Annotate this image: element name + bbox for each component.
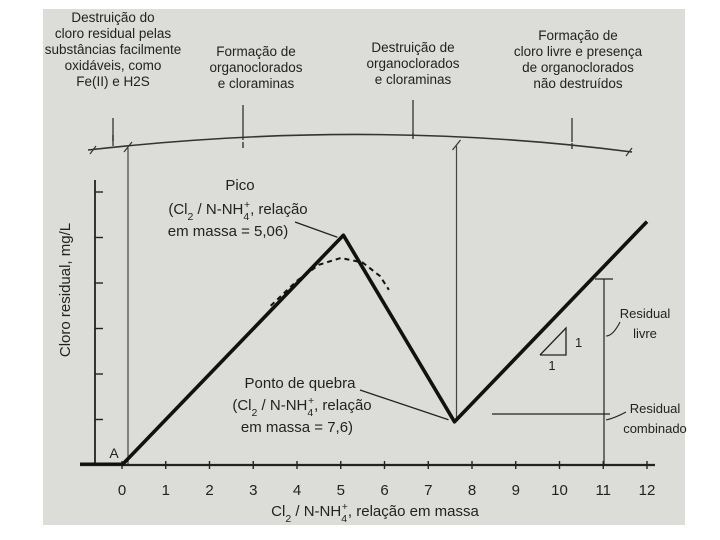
break-annotation-line: Ponto de quebra	[245, 375, 357, 392]
arc-tick	[625, 147, 633, 157]
x-tick-label: 8	[468, 482, 476, 499]
x-axis-title-part: 2	[285, 513, 291, 525]
residual-combined-leader	[605, 411, 627, 421]
x-tick-label: 12	[639, 482, 656, 499]
y-axis-title: Cloro residual, mg/L	[57, 223, 74, 357]
arc-tick	[89, 145, 97, 155]
break-annotation-line-part: +	[308, 395, 314, 407]
zone-label-line: não destruídos	[533, 76, 623, 91]
zone-label-line: e cloraminas	[375, 72, 452, 87]
zone-arc	[87, 133, 633, 153]
residual-free-label: livre	[633, 326, 657, 341]
zone-label-line: de organoclorados	[522, 60, 634, 75]
break-annotation-line-part: / N-NH	[257, 397, 307, 414]
x-tick-label: 10	[551, 482, 568, 499]
arc-tick	[452, 139, 461, 151]
slope-rise-label: 1	[575, 335, 582, 350]
peak-annotation-line-part: / N-NH	[193, 201, 243, 218]
peak-annotation-line-part: +	[244, 199, 250, 211]
x-tick-label: 7	[424, 482, 432, 499]
x-axis-title-part: Cl	[271, 503, 285, 520]
series-line-solid	[120, 220, 649, 467]
peak-annotation-line-part: 4	[243, 211, 249, 223]
peak-annotation-line-part: (Cl	[168, 201, 187, 218]
zone-label-line: substâncias facilmente	[45, 42, 182, 57]
zone-label-line: organoclorados	[209, 60, 302, 75]
break-annotation-line-part: , relação	[314, 397, 372, 414]
zone-label-line: e cloraminas	[218, 76, 295, 91]
x-axis-title-part: / N-NH	[291, 503, 341, 520]
residual-combined-label: Residual	[630, 401, 681, 416]
x-tick-label: 2	[205, 482, 213, 499]
x-tick-label: 3	[249, 482, 257, 499]
residual-free-label: Residual	[620, 306, 671, 321]
zone-label-line: Fe(II) e H2S	[76, 74, 150, 89]
break-annotation-line: (Cl2 / N-NH4+, relação	[232, 395, 371, 419]
x-tick-label: 4	[293, 482, 301, 499]
slope-run-label: 1	[548, 358, 555, 373]
zone-label-line: oxidáveis, como	[65, 58, 162, 73]
x-axis-title-part: +	[342, 501, 348, 513]
zone-label-line: cloro livre e presença	[514, 44, 643, 59]
x-axis-title: Cl2 / N-NH4+, relação em massa	[271, 501, 479, 525]
residual-combined-label: combinado	[623, 421, 687, 436]
x-tick-label: 1	[162, 482, 170, 499]
x-tick-label: 6	[380, 482, 388, 499]
x-tick-label: 9	[512, 482, 520, 499]
zone-label-line: cloro residual pelas	[55, 26, 172, 41]
x-tick-label: 5	[337, 482, 345, 499]
break-leader	[359, 389, 449, 421]
peak-annotation-line: Pico	[225, 177, 254, 194]
residual-free-leader	[605, 321, 621, 337]
break-annotation-line-part: (Cl	[232, 397, 251, 414]
peak-annotation-line: (Cl2 / N-NH4+, relação	[168, 199, 307, 223]
peak-leader	[294, 221, 338, 238]
zone-label-line: Destruição do	[71, 10, 154, 25]
peak-annotation-line-part: , relação	[250, 201, 308, 218]
x-tick-label: 0	[118, 482, 126, 499]
break-annotation-line-part: 2	[252, 407, 258, 419]
zone-label-line: Formação de	[538, 28, 618, 43]
zone-label-line: Formação de	[216, 44, 296, 59]
peak-annotation-line-part: 2	[188, 211, 194, 223]
arc-tick	[123, 141, 133, 153]
peak-annotation-line: em massa = 5,06)	[168, 223, 288, 240]
x-tick-label: 11	[595, 482, 611, 499]
break-annotation-line-part: 4	[307, 407, 313, 419]
origin-label: A	[109, 445, 119, 461]
slope-triangle	[539, 326, 567, 356]
zone-label-line: Destruição de	[371, 40, 454, 55]
x-axis-title-part: , relação em massa	[348, 503, 480, 520]
x-axis-title-part: 4	[341, 513, 347, 525]
break-annotation-line: em massa = 7,6)	[241, 419, 353, 436]
zone-label-line: organoclorados	[366, 56, 459, 71]
